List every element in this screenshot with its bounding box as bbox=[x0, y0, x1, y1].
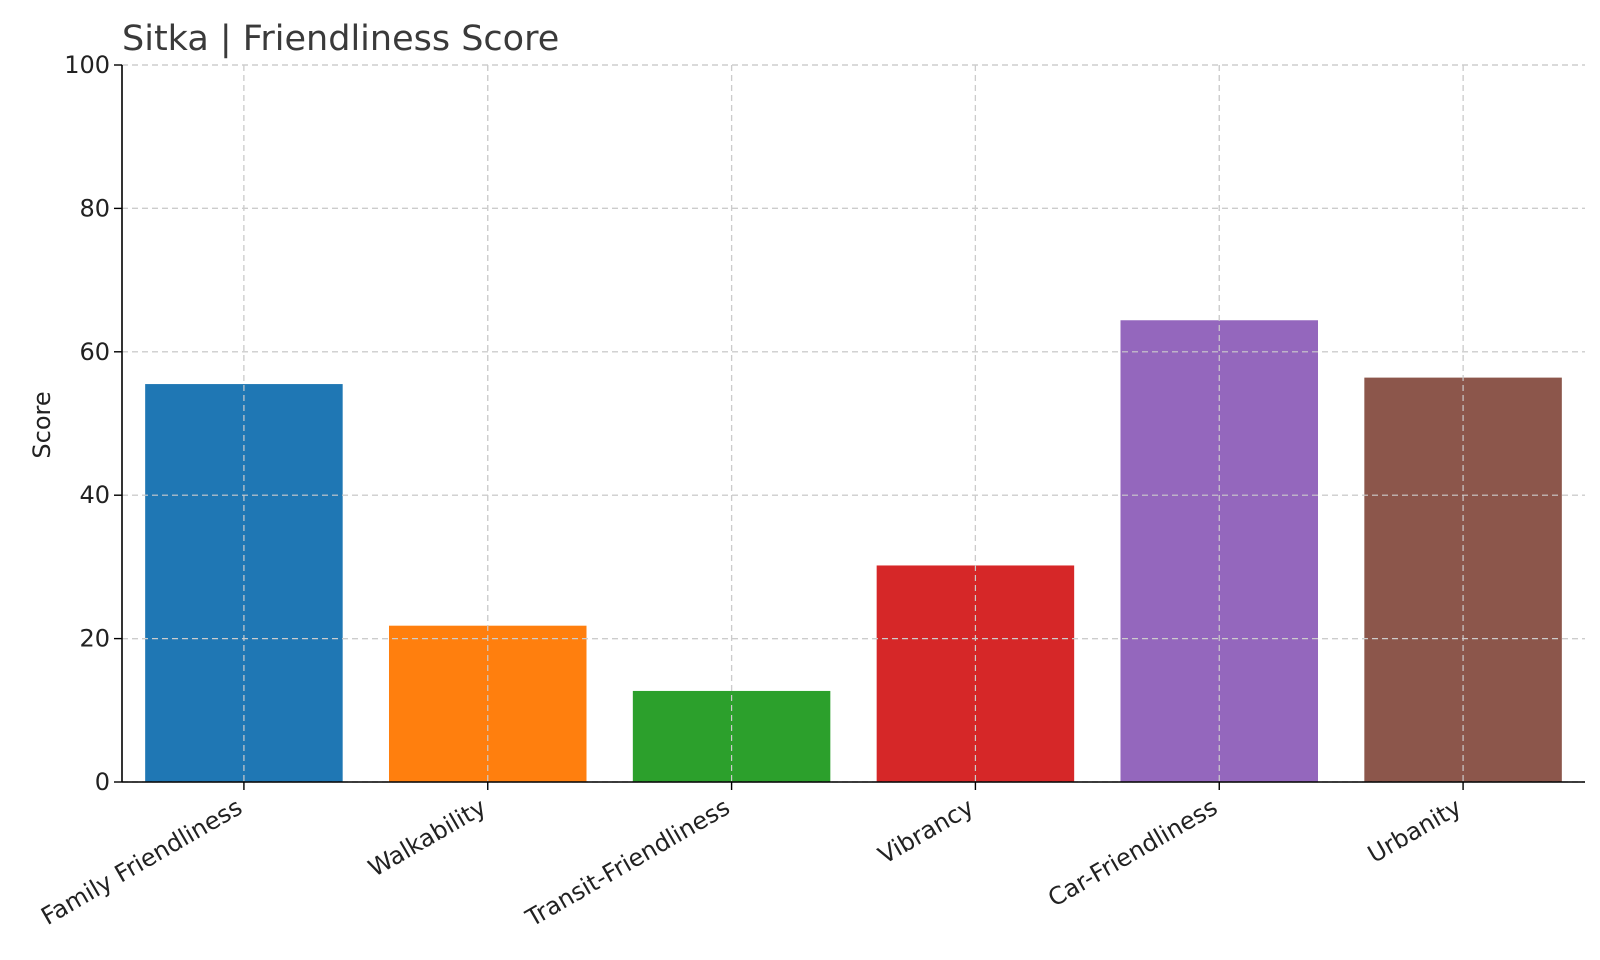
x-tick-label: Family Friendliness bbox=[36, 793, 247, 931]
y-tick-label: 20 bbox=[79, 625, 110, 653]
bar bbox=[145, 384, 343, 782]
y-tick-label: 0 bbox=[95, 768, 110, 796]
x-tick-label: Urbanity bbox=[1363, 793, 1466, 869]
axes bbox=[121, 65, 1585, 783]
x-ticks: Family Friendliness Walkability Transit-Fr… bbox=[36, 782, 1466, 933]
y-axis-label: Score bbox=[28, 391, 56, 458]
y-tick-label: 100 bbox=[64, 51, 110, 79]
bars bbox=[122, 64, 1585, 783]
y-tick-label: 60 bbox=[79, 338, 110, 366]
x-tick-label: Car-Friendliness bbox=[1043, 793, 1222, 913]
y-tick-label: 80 bbox=[79, 194, 110, 222]
y-tick-label: 40 bbox=[79, 481, 110, 509]
y-ticks: 0 20 40 60 80 100 bbox=[64, 51, 122, 796]
x-tick-label: Transit-Friendliness bbox=[520, 793, 734, 933]
x-tick-label: Vibrancy bbox=[873, 793, 978, 870]
chart-title: Sitka | Friendliness Score bbox=[122, 19, 559, 59]
x-tick-label: Walkability bbox=[364, 793, 491, 883]
